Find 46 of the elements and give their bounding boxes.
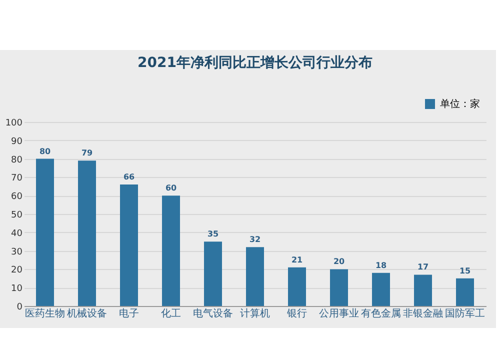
data-label: 80 [39,146,51,156]
y-tick-label: 80 [11,155,23,166]
x-tick-label: 银行 [286,308,307,320]
bar [120,184,138,306]
data-label: 32 [249,235,261,244]
bar [204,242,222,306]
data-label: 15 [459,266,471,276]
x-tick-label: 非银金融 [403,308,443,320]
x-tick-label: 国防军工 [445,308,485,320]
bar [456,278,474,306]
y-tick-label: 70 [11,174,23,184]
data-label: 20 [333,257,345,266]
x-tick-label: 医药生物 [25,308,65,320]
data-label: 21 [291,255,303,264]
y-tick-label: 100 [5,118,23,128]
data-label: 18 [375,260,387,270]
bar [78,160,96,306]
bar [36,158,54,306]
bar [330,269,348,306]
x-tick-label: 有色金属 [361,308,401,320]
bar [288,267,306,306]
x-tick-label: 电子 [119,308,139,320]
bar [414,274,432,306]
x-tick-label: 化工 [161,308,181,320]
bar [162,196,180,306]
data-label: 60 [165,184,177,193]
y-tick-label: 40 [11,228,23,239]
chart-title: 2021年净利同比正增长公司行业分布 [138,55,372,71]
y-tick-label: 30 [11,247,23,258]
y-tick-label: 50 [11,210,23,220]
data-label: 35 [207,230,219,239]
y-tick-label: 90 [11,136,23,147]
x-tick-label: 计算机 [240,308,270,320]
bar [246,247,264,306]
x-tick-label: 公用事业 [319,308,359,320]
y-tick-label: 20 [11,266,23,276]
data-label: 79 [81,148,93,158]
data-label: 17 [417,262,429,272]
x-tick-label: 机械设备 [67,308,107,320]
y-tick-label: 0 [16,302,23,312]
y-tick-label: 10 [11,284,23,294]
legend-label: 单位：家 [440,98,480,110]
data-label: 66 [123,172,135,182]
y-tick-label: 60 [11,192,23,202]
x-tick-label: 电气设备 [193,308,233,320]
bar [372,272,390,306]
